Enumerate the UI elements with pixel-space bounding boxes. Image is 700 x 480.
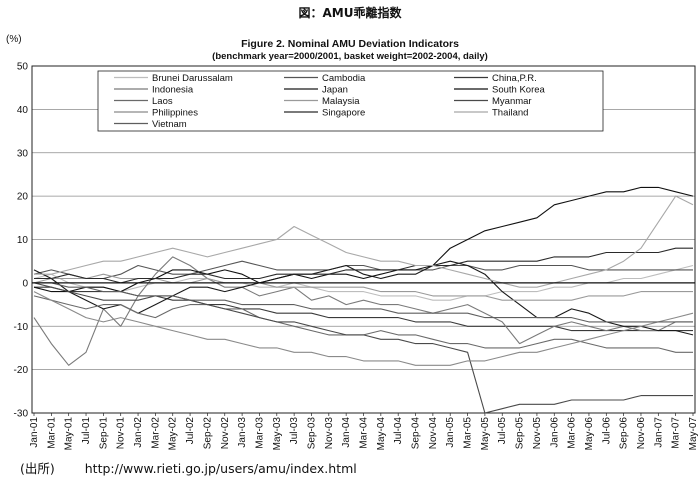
y-tick-label: 0 [22,278,28,289]
x-tick-label: Sep-01 [98,417,109,450]
x-tick-label: Jul-02 [185,417,196,445]
legend-label-malaysia: Malaysia [322,96,360,107]
series-line-vietnam [34,282,693,323]
series-line-philippines [33,291,694,366]
legend-label-laos: Laos [152,96,173,107]
x-tick-label: Jan-03 [237,417,248,448]
series-line-singapore [34,247,693,284]
x-tick-label: Mar-02 [150,417,161,449]
x-tick-label: Jul-06 [601,417,612,445]
chart-legend: Brunei Darussalam Cambodia China,P.R. Indon… [97,70,604,132]
x-tick-label: May-03 [272,417,283,451]
legend-label-china-p-r: China,P.R. [492,73,537,84]
x-tick-label: Jul-05 [497,417,508,445]
legend-items: Brunei Darussalam Cambodia China,P.R. Indon… [114,73,546,130]
x-tick-label: Nov-06 [636,417,647,450]
legend-label-cambodia: Cambodia [322,73,366,84]
x-tick-label: Mar-06 [567,417,578,449]
figure-caption: 図：AMU乖離指数 [298,6,402,20]
x-tick-label: Jan-04 [341,417,352,448]
chart-subtitle: (benchmark year=2000/2001, basket weight… [212,51,488,62]
legend-label-japan: Japan [322,85,348,96]
x-tick-label: Jul-04 [393,417,404,445]
legend-label-south-korea: South Korea [492,85,546,96]
x-tick-label: Jan-06 [549,417,560,448]
x-tick-label: Jan-02 [133,417,144,448]
x-tick-label: Mar-07 [671,417,682,449]
y-tick-label: 20 [17,192,29,203]
x-tick-label: Mar-04 [359,417,370,449]
legend-label-vietnam: Vietnam [152,119,187,130]
x-tick-label: Nov-04 [428,417,439,450]
x-tick-label: Sep-03 [306,417,317,450]
x-tick-label: Nov-01 [116,417,127,450]
x-tick-label: Nov-05 [532,417,543,450]
y-tick-label: -20 [14,365,29,376]
legend-label-philippines: Philippines [152,108,198,119]
legend-label-brunei-darussalam: Brunei Darussalam [152,73,233,84]
y-tick-label: 40 [17,105,29,116]
x-tick-label: Sep-02 [202,417,213,450]
source-note: (出所) http://www.rieti.go.jp/users/amu/in… [20,458,357,477]
x-tick-label: Mar-05 [463,417,474,449]
series-lines [33,186,694,414]
y-axis-ticks: 50 40 30 20 10 0 -10 -20 -30 [14,62,29,420]
legend-label-singapore: Singapore [322,108,365,119]
series-line-indonesia [33,256,693,366]
series-line-south-korea [33,186,694,293]
x-tick-label: May-01 [64,417,75,451]
x-tick-label: Sep-05 [515,417,526,450]
x-tick-label: Jul-01 [81,417,92,445]
x-axis-ticks: Jan-01 Mar-01 May-01 Jul-01 Sep-01 Nov-01 Jan-… [29,413,699,450]
y-tick-label: 30 [17,148,29,159]
x-tick-label: Sep-06 [619,417,630,450]
series-line-japan [33,260,694,336]
x-tick-label: Nov-02 [220,417,231,450]
y-axis-unit-label: (%) [6,34,22,45]
legend-label-indonesia: Indonesia [152,85,194,96]
source-label: (出所) [20,461,55,476]
y-tick-label: -10 [14,322,29,333]
source-url: http://www.rieti.go.jp/users/amu/index.h… [84,461,357,476]
chart-title: Figure 2. Nominal AMU Deviation Indicato… [241,38,459,50]
y-tick-label: -30 [14,409,29,420]
legend-label-myanmar: Myanmar [492,96,532,107]
legend-label-thailand: Thailand [492,108,528,119]
x-tick-label: Jan-07 [653,417,664,448]
series-line-cambodia [33,260,693,280]
series-line-thailand [34,195,694,288]
legend-box [97,70,604,132]
x-tick-label: Sep-04 [411,417,422,450]
x-tick-label: May-05 [480,417,491,451]
x-tick-label: May-02 [168,417,179,451]
y-tick-label: 10 [17,235,29,246]
x-tick-label: Mar-01 [46,417,57,449]
x-tick-label: Jul-03 [289,417,300,445]
x-tick-label: Jan-01 [29,417,40,448]
x-tick-label: Nov-03 [324,417,335,450]
x-tick-label: May-07 [688,417,699,451]
y-tick-label: 50 [17,62,29,73]
x-tick-label: May-04 [376,417,387,451]
x-tick-label: May-06 [584,417,595,451]
series-line-myanmar [33,282,693,414]
x-tick-label: Mar-03 [254,417,265,449]
series-line-brunei-darussalam [33,264,694,301]
x-tick-label: Jan-05 [445,417,456,448]
